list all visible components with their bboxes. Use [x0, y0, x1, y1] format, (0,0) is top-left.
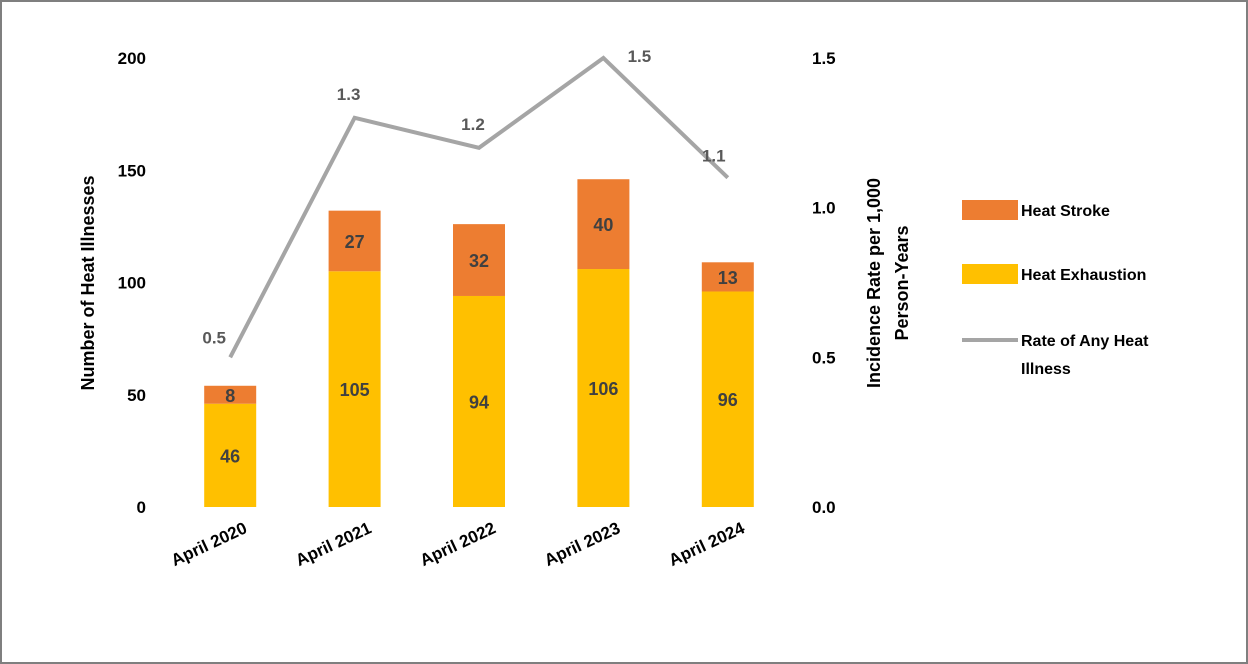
bar-heat-stroke: [453, 224, 505, 296]
legend-label-rate-line1: Rate of Any Heat: [1021, 333, 1149, 350]
right-tick-label: 0.0: [812, 498, 836, 517]
left-tick-label: 150: [118, 161, 146, 180]
legend-label-heat-stroke: Heat Stroke: [1021, 203, 1110, 220]
x-tick-label: April 2021: [293, 518, 375, 570]
left-tick-label: 200: [118, 49, 146, 68]
left-axis-title: Number of Heat Illnesses: [78, 175, 98, 390]
rate-value-label: 1.5: [628, 47, 652, 66]
rate-value-label: 1.3: [337, 85, 361, 104]
legend-label-heat-exhaustion: Heat Exhaustion: [1021, 267, 1146, 284]
bars-group: 46 8 105 27 94 32 106 40 96 13: [204, 179, 754, 507]
bar-heat-exhaustion: [204, 403, 257, 507]
bar-heat-exhaustion: [577, 269, 630, 507]
rate-value-label: 1.2: [461, 115, 485, 134]
right-axis-ticks: 0.0 0.5 1.0 1.5: [812, 49, 836, 517]
bar-value-label: 13: [718, 268, 738, 288]
bar-heat-exhaustion: [701, 291, 754, 507]
x-tick-label: April 2023: [541, 518, 623, 570]
x-tick-label: April 2020: [168, 518, 250, 570]
bar-value-label: 32: [469, 251, 489, 271]
bar-value-label: 94: [469, 392, 489, 412]
x-tick-label: April 2022: [417, 518, 499, 570]
bar-heat-stroke: [701, 262, 754, 292]
bar-value-label: 8: [225, 386, 235, 406]
bar-value-label: 105: [340, 380, 370, 400]
bar-heat-exhaustion: [453, 295, 505, 507]
bar-heat-stroke: [328, 210, 381, 272]
bar-value-label: 40: [593, 215, 613, 235]
left-axis-ticks: 0 50 100 150 200: [118, 49, 146, 517]
rate-value-label: 0.5: [202, 328, 226, 347]
right-tick-label: 1.5: [812, 49, 836, 68]
bar-heat-stroke: [577, 179, 630, 270]
x-tick-label: April 2024: [666, 518, 748, 570]
right-axis-title-line1: Incidence Rate per 1,000: [864, 178, 884, 388]
right-tick-label: 1.0: [812, 199, 836, 218]
bar-value-label: 27: [345, 232, 365, 252]
bar-heat-exhaustion: [328, 271, 381, 507]
legend-swatch-heat-exhaustion: [962, 264, 1018, 284]
rate-value-label: 1.1: [702, 147, 726, 166]
x-axis-labels: April 2020 April 2021 April 2022 April 2023…: [168, 518, 748, 570]
right-tick-label: 0.5: [812, 348, 836, 367]
bar-value-label: 46: [220, 446, 240, 466]
bar-value-label: 96: [718, 390, 738, 410]
right-axis-title-line2: Person-Years: [892, 225, 912, 340]
legend: Heat Stroke Heat Exhaustion Rate of Any …: [962, 200, 1149, 378]
left-tick-label: 0: [137, 498, 146, 517]
bar-value-label: 106: [588, 379, 618, 399]
left-tick-label: 100: [118, 274, 146, 293]
left-tick-label: 50: [127, 386, 146, 405]
legend-swatch-heat-stroke: [962, 200, 1018, 220]
legend-label-rate-line2: Illness: [1021, 361, 1071, 378]
rate-line-group: 0.5 1.3 1.2 1.5 1.1: [202, 47, 730, 359]
bar-heat-stroke: [204, 385, 257, 404]
